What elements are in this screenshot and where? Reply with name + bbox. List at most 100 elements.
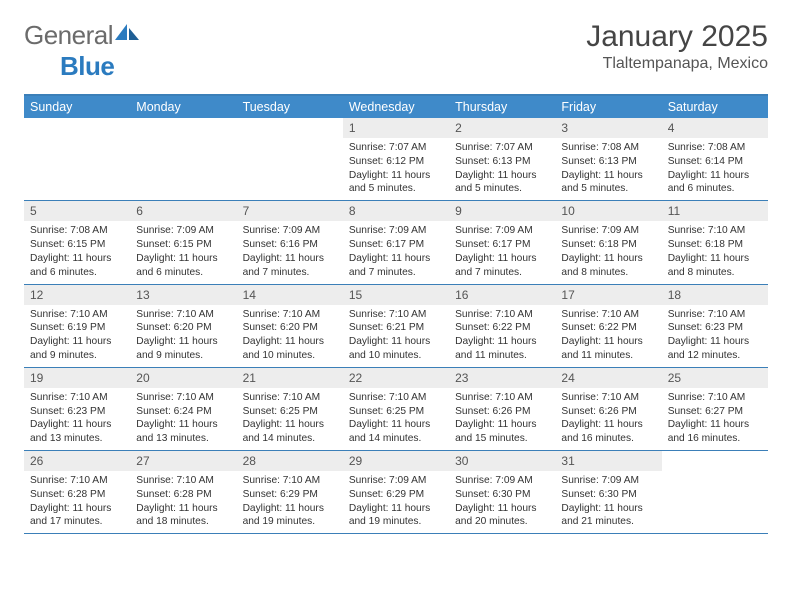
day-number: 29 bbox=[343, 451, 449, 471]
cell-body: Sunrise: 7:10 AMSunset: 6:20 PMDaylight:… bbox=[237, 305, 343, 367]
daylight-line-2: and 17 minutes. bbox=[30, 515, 124, 529]
daylight-line-1: Daylight: 11 hours bbox=[349, 252, 443, 266]
daylight-line-2: and 19 minutes. bbox=[243, 515, 337, 529]
calendar-cell: 11Sunrise: 7:10 AMSunset: 6:18 PMDayligh… bbox=[662, 201, 768, 283]
day-number: 24 bbox=[555, 368, 661, 388]
day-header-row: SundayMondayTuesdayWednesdayThursdayFrid… bbox=[24, 96, 768, 118]
location: Tlaltempanapa, Mexico bbox=[586, 55, 768, 73]
day-header: Tuesday bbox=[237, 96, 343, 118]
calendar-cell: 20Sunrise: 7:10 AMSunset: 6:24 PMDayligh… bbox=[130, 368, 236, 450]
day-number: 20 bbox=[130, 368, 236, 388]
calendar-cell: 28Sunrise: 7:10 AMSunset: 6:29 PMDayligh… bbox=[237, 451, 343, 533]
day-number: 13 bbox=[130, 285, 236, 305]
daylight-line-2: and 11 minutes. bbox=[455, 349, 549, 363]
daylight-line-1: Daylight: 11 hours bbox=[349, 418, 443, 432]
sunset-line: Sunset: 6:24 PM bbox=[136, 405, 230, 419]
cell-body: Sunrise: 7:10 AMSunset: 6:27 PMDaylight:… bbox=[662, 388, 768, 450]
calendar-cell bbox=[237, 118, 343, 200]
sunrise-line: Sunrise: 7:10 AM bbox=[136, 474, 230, 488]
sunrise-line: Sunrise: 7:09 AM bbox=[455, 474, 549, 488]
daylight-line-2: and 21 minutes. bbox=[561, 515, 655, 529]
day-number: 19 bbox=[24, 368, 130, 388]
cell-body: Sunrise: 7:09 AMSunset: 6:30 PMDaylight:… bbox=[449, 471, 555, 533]
calendar-cell: 27Sunrise: 7:10 AMSunset: 6:28 PMDayligh… bbox=[130, 451, 236, 533]
sunrise-line: Sunrise: 7:07 AM bbox=[455, 141, 549, 155]
cell-body: Sunrise: 7:10 AMSunset: 6:20 PMDaylight:… bbox=[130, 305, 236, 367]
calendar-cell bbox=[24, 118, 130, 200]
sunset-line: Sunset: 6:13 PM bbox=[455, 155, 549, 169]
calendar-cell: 5 Sunrise: 7:08 AMSunset: 6:15 PMDaylight… bbox=[24, 201, 130, 283]
sunrise-line: Sunrise: 7:10 AM bbox=[243, 391, 337, 405]
day-number: 18 bbox=[662, 285, 768, 305]
week-row: 1Sunrise: 7:07 AMSunset: 6:12 PMDaylight… bbox=[24, 118, 768, 201]
sunset-line: Sunset: 6:29 PM bbox=[349, 488, 443, 502]
daylight-line-1: Daylight: 11 hours bbox=[136, 335, 230, 349]
sunrise-line: Sunrise: 7:08 AM bbox=[30, 224, 124, 238]
calendar-cell: 21Sunrise: 7:10 AMSunset: 6:25 PMDayligh… bbox=[237, 368, 343, 450]
calendar-cell: 26Sunrise: 7:10 AMSunset: 6:28 PMDayligh… bbox=[24, 451, 130, 533]
sunset-line: Sunset: 6:14 PM bbox=[668, 155, 762, 169]
cell-body: Sunrise: 7:10 AMSunset: 6:23 PMDaylight:… bbox=[662, 305, 768, 367]
cell-body: Sunrise: 7:10 AMSunset: 6:26 PMDaylight:… bbox=[449, 388, 555, 450]
sunset-line: Sunset: 6:27 PM bbox=[668, 405, 762, 419]
daylight-line-1: Daylight: 11 hours bbox=[30, 252, 124, 266]
daylight-line-2: and 6 minutes. bbox=[136, 266, 230, 280]
title-block: January 2025 Tlaltempanapa, Mexico bbox=[586, 20, 768, 73]
day-header: Sunday bbox=[24, 96, 130, 118]
sunrise-line: Sunrise: 7:09 AM bbox=[349, 474, 443, 488]
sunrise-line: Sunrise: 7:10 AM bbox=[668, 391, 762, 405]
cell-body: Sunrise: 7:10 AMSunset: 6:25 PMDaylight:… bbox=[237, 388, 343, 450]
sunrise-line: Sunrise: 7:10 AM bbox=[30, 391, 124, 405]
calendar-cell: 8Sunrise: 7:09 AMSunset: 6:17 PMDaylight… bbox=[343, 201, 449, 283]
daylight-line-2: and 11 minutes. bbox=[561, 349, 655, 363]
cell-body: Sunrise: 7:07 AMSunset: 6:13 PMDaylight:… bbox=[449, 138, 555, 200]
daylight-line-2: and 15 minutes. bbox=[455, 432, 549, 446]
calendar-cell: 29Sunrise: 7:09 AMSunset: 6:29 PMDayligh… bbox=[343, 451, 449, 533]
sunset-line: Sunset: 6:18 PM bbox=[668, 238, 762, 252]
day-number: 30 bbox=[449, 451, 555, 471]
sunset-line: Sunset: 6:30 PM bbox=[455, 488, 549, 502]
sunset-line: Sunset: 6:28 PM bbox=[136, 488, 230, 502]
day-number: 1 bbox=[343, 118, 449, 138]
daylight-line-2: and 18 minutes. bbox=[136, 515, 230, 529]
weeks-container: 1Sunrise: 7:07 AMSunset: 6:12 PMDaylight… bbox=[24, 118, 768, 534]
calendar-cell: 23Sunrise: 7:10 AMSunset: 6:26 PMDayligh… bbox=[449, 368, 555, 450]
calendar: SundayMondayTuesdayWednesdayThursdayFrid… bbox=[24, 94, 768, 534]
calendar-cell: 17Sunrise: 7:10 AMSunset: 6:22 PMDayligh… bbox=[555, 285, 661, 367]
day-header: Monday bbox=[130, 96, 236, 118]
day-number: 7 bbox=[237, 201, 343, 221]
week-row: 12Sunrise: 7:10 AMSunset: 6:19 PMDayligh… bbox=[24, 285, 768, 368]
day-number: 2 bbox=[449, 118, 555, 138]
sunset-line: Sunset: 6:23 PM bbox=[668, 321, 762, 335]
daylight-line-2: and 10 minutes. bbox=[349, 349, 443, 363]
daylight-line-1: Daylight: 11 hours bbox=[243, 335, 337, 349]
week-row: 19Sunrise: 7:10 AMSunset: 6:23 PMDayligh… bbox=[24, 368, 768, 451]
calendar-cell: 25Sunrise: 7:10 AMSunset: 6:27 PMDayligh… bbox=[662, 368, 768, 450]
cell-body: Sunrise: 7:09 AMSunset: 6:15 PMDaylight:… bbox=[130, 221, 236, 283]
sunrise-line: Sunrise: 7:10 AM bbox=[243, 474, 337, 488]
calendar-cell: 3Sunrise: 7:08 AMSunset: 6:13 PMDaylight… bbox=[555, 118, 661, 200]
sunset-line: Sunset: 6:15 PM bbox=[30, 238, 124, 252]
day-number: 14 bbox=[237, 285, 343, 305]
daylight-line-1: Daylight: 11 hours bbox=[136, 502, 230, 516]
daylight-line-1: Daylight: 11 hours bbox=[668, 252, 762, 266]
cell-body: Sunrise: 7:09 AMSunset: 6:17 PMDaylight:… bbox=[343, 221, 449, 283]
sunrise-line: Sunrise: 7:08 AM bbox=[561, 141, 655, 155]
cell-body: Sunrise: 7:10 AMSunset: 6:25 PMDaylight:… bbox=[343, 388, 449, 450]
calendar-cell: 12Sunrise: 7:10 AMSunset: 6:19 PMDayligh… bbox=[24, 285, 130, 367]
sunrise-line: Sunrise: 7:10 AM bbox=[243, 308, 337, 322]
daylight-line-2: and 6 minutes. bbox=[30, 266, 124, 280]
day-header: Saturday bbox=[662, 96, 768, 118]
sunset-line: Sunset: 6:17 PM bbox=[349, 238, 443, 252]
sunset-line: Sunset: 6:21 PM bbox=[349, 321, 443, 335]
daylight-line-1: Daylight: 11 hours bbox=[668, 418, 762, 432]
cell-body: Sunrise: 7:10 AMSunset: 6:24 PMDaylight:… bbox=[130, 388, 236, 450]
day-number: 5 bbox=[24, 201, 130, 221]
sunset-line: Sunset: 6:19 PM bbox=[30, 321, 124, 335]
cell-body: Sunrise: 7:09 AMSunset: 6:17 PMDaylight:… bbox=[449, 221, 555, 283]
day-number: 3 bbox=[555, 118, 661, 138]
header: General Blue January 2025 Tlaltempanapa,… bbox=[24, 20, 768, 82]
day-header: Wednesday bbox=[343, 96, 449, 118]
day-number: 31 bbox=[555, 451, 661, 471]
sunset-line: Sunset: 6:25 PM bbox=[349, 405, 443, 419]
